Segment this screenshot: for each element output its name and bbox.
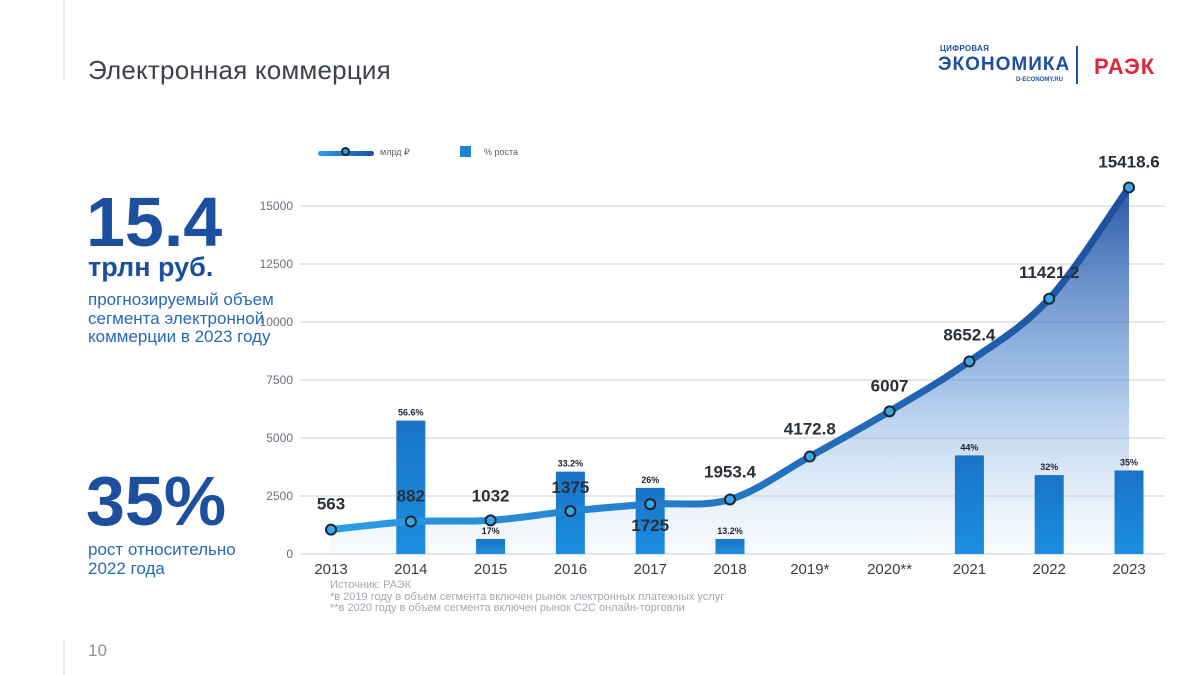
line-value-label: 882 — [397, 487, 425, 506]
line-point — [1123, 181, 1135, 194]
bar-value-label: 33.2% — [558, 459, 584, 469]
bar-value-label: 35% — [1120, 457, 1138, 467]
page-title: Электронная коммерция — [88, 55, 391, 85]
line-value-label: 1953.4 — [704, 462, 757, 481]
kpi-unit-volume: трлн руб. — [88, 252, 214, 282]
growth-bar — [1114, 470, 1144, 554]
growth-bar — [715, 538, 745, 554]
bar-value-label: 56.6% — [398, 408, 424, 418]
x-tick-label: 2015 — [474, 561, 507, 578]
line-value-label: 6007 — [871, 376, 909, 395]
bar-value-label: 26% — [641, 475, 659, 485]
chart-labels: 0 2500 5000 7500 10000 12500 15000 56.6% 17% 33.2… — [260, 152, 1160, 578]
line-point — [484, 514, 497, 527]
kpi-desc-growth: рост относительно 2022 года — [88, 540, 236, 578]
line-value-label: 1375 — [551, 478, 589, 497]
line-point — [564, 505, 577, 518]
legend-bar-swatch — [460, 146, 471, 157]
logo-main-text: ЭКОНОМИКА — [938, 54, 1071, 75]
y-tick-label: 7500 — [266, 373, 293, 387]
kpi-desc-volume: прогнозируемый объем сегмента электронно… — [88, 290, 274, 346]
x-tick-label: 2016 — [554, 561, 587, 578]
footnote-2019: *в 2019 году в объем сегмента включен ры… — [330, 590, 725, 603]
growth-bar — [476, 538, 506, 554]
bar-value-label: 17% — [482, 526, 500, 536]
growth-bar — [1034, 475, 1064, 554]
x-tick-label: 2023 — [1112, 561, 1145, 578]
bar-value-label: 32% — [1040, 462, 1058, 472]
legend-marker-icon — [341, 147, 350, 156]
footnote-source: Источник: РАЭК — [330, 579, 412, 591]
line-value-label: 4172.8 — [784, 420, 836, 439]
legend-line-label: млрд ₽ — [380, 147, 410, 157]
line-value-label: 15418.6 — [1098, 152, 1159, 171]
x-tick-label: 2014 — [394, 561, 427, 578]
footnote-2020: **в 2020 году в объем сегмента включен р… — [330, 602, 685, 614]
area-under-line — [331, 187, 1129, 554]
x-tick-label: 2019* — [790, 561, 829, 578]
line-point — [644, 498, 657, 511]
logo-url: D-ECONOMY.RU — [1016, 77, 1064, 83]
line-value-label: 563 — [317, 495, 345, 514]
line-value-label: 8652.4 — [943, 325, 996, 344]
top-rule — [63, 0, 65, 80]
y-tick-label: 2500 — [266, 489, 293, 503]
line-point — [883, 405, 896, 418]
area-fill — [331, 187, 1129, 554]
bars — [396, 420, 1144, 554]
line-value-label: 1725 — [631, 516, 669, 535]
page-number: 10 — [88, 641, 107, 660]
logo-small-text: ЦИФРОВАЯ — [940, 44, 990, 53]
x-tick-label: 2013 — [314, 561, 347, 578]
growth-bar — [396, 420, 426, 554]
growth-bar — [954, 455, 984, 554]
line-point — [803, 450, 816, 463]
x-tick-label: 2020** — [867, 561, 912, 578]
y-tick-label: 5000 — [266, 431, 293, 445]
kpi-value-volume: 15.4 — [86, 183, 223, 261]
line-point — [325, 523, 337, 536]
x-tick-label: 2018 — [713, 561, 746, 578]
volume-line — [327, 183, 1133, 534]
line-point — [404, 515, 417, 528]
y-tick-label: 10000 — [260, 315, 294, 329]
x-tick-label: 2022 — [1033, 561, 1066, 578]
line-point — [1043, 292, 1056, 305]
logo: ЦИФРОВАЯ ЭКОНОМИКА D-ECONOMY.RU РАЭК — [938, 42, 1168, 88]
x-tick-label: 2021 — [953, 561, 986, 578]
line-value-label: 1032 — [472, 486, 510, 505]
y-tick-label: 15000 — [260, 199, 294, 213]
x-tick-label: 2017 — [634, 561, 667, 578]
logo-divider — [1076, 46, 1078, 84]
partner-logo: РАЭК — [1094, 54, 1156, 79]
line-point — [963, 355, 976, 368]
line-series — [325, 181, 1135, 536]
kpi-value-growth: 35% — [86, 462, 227, 540]
y-tick-label: 12500 — [260, 257, 294, 271]
line-value-label: 11421.2 — [1019, 263, 1080, 282]
bar-value-label: 13.2% — [717, 526, 743, 536]
line-point — [724, 493, 736, 506]
legend-bar-label: % роста — [484, 147, 519, 157]
footnotes: Источник: РАЭК *в 2019 году в объем сегм… — [330, 579, 725, 615]
bar-value-label: 44% — [960, 442, 978, 452]
y-tick-label: 0 — [286, 547, 293, 561]
bottom-rule — [63, 640, 65, 675]
